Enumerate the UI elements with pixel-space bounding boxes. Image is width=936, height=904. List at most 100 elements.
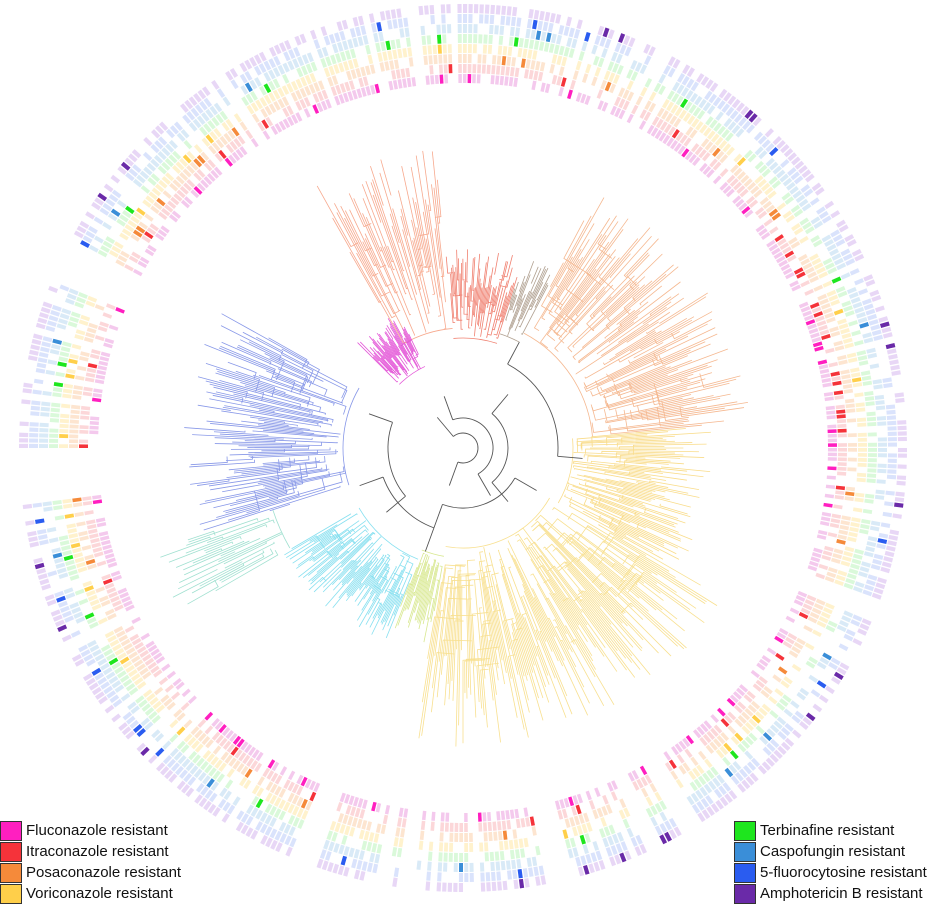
ring-cell-caspofungin [420, 25, 426, 36]
ring-cell-amphotericin-b [46, 599, 57, 607]
ring-cell-amphotericin-b [607, 29, 615, 40]
ring-cell-caspofungin [54, 557, 64, 564]
ring-cell-posaconazole [69, 429, 79, 434]
ring-cell-posaconazole [459, 832, 463, 842]
ring-cell-fluconazole [360, 87, 367, 97]
tree-branch [611, 341, 706, 383]
tree-branch [384, 587, 401, 622]
backbone-arc [382, 476, 435, 529]
tree-branch [476, 662, 499, 703]
tree-branch [499, 261, 509, 281]
tree-branch [184, 427, 246, 433]
tree-branch [478, 570, 501, 743]
ring-cell-posaconazole [70, 414, 80, 419]
ring-cell-terbinafine [188, 750, 198, 761]
tree-branch [421, 567, 454, 736]
tree-branch [192, 434, 284, 440]
ring-cell-5-fluorocytosine [132, 724, 143, 733]
ring-cell-fluconazole [825, 484, 836, 490]
ring-cell-itraconazole [837, 452, 847, 457]
ring-cell-amphotericin-b [19, 432, 29, 438]
ring-cell-voriconazole [726, 146, 735, 156]
ring-cell-terbinafine [852, 553, 863, 560]
ring-cell-fluconazole [316, 102, 324, 113]
ring-cell-posaconazole [564, 818, 571, 829]
ring-cell-amphotericin-b [833, 671, 844, 680]
tree-branch [214, 437, 338, 444]
ring-cell-caspofungin [858, 571, 868, 578]
ring-cell-5-fluorocytosine [843, 633, 854, 642]
ring-cell-5-fluorocytosine [50, 310, 61, 317]
ring-cell-caspofungin [39, 438, 49, 443]
ring-cell-posaconazole [573, 815, 581, 826]
ring-cell-posaconazole [824, 576, 835, 583]
ring-cell-5-fluorocytosine [729, 110, 739, 120]
ring-cell-posaconazole [117, 254, 128, 263]
tree-branch [560, 533, 678, 620]
ring-cell-caspofungin [875, 405, 886, 411]
tree-branch [591, 395, 714, 421]
ring-cell-itraconazole [136, 645, 147, 654]
tree-branch [204, 471, 330, 502]
ring-cell-voriconazole [282, 801, 291, 812]
ring-cell-itraconazole [283, 779, 291, 790]
ring-cell-caspofungin [173, 751, 183, 761]
tree-branch [478, 560, 495, 663]
ring-cell-caspofungin [189, 765, 199, 775]
ring-cell-5-fluorocytosine [845, 258, 856, 266]
ring-cell-voriconazole [358, 829, 365, 840]
ring-cell-5-fluorocytosine [876, 543, 886, 550]
ring-cell-fluconazole [738, 202, 748, 211]
ring-cell-fluconazole [210, 169, 220, 179]
tree-branch [573, 468, 656, 484]
ring-cell-terbinafine [697, 775, 707, 786]
ring-cell-caspofungin [877, 421, 887, 426]
ring-cell-voriconazole [338, 62, 345, 73]
ring-cell-itraconazole [793, 267, 804, 275]
ring-cell-posaconazole [400, 828, 406, 838]
ring-cell-caspofungin [51, 547, 62, 554]
ring-cell-voriconazole [136, 207, 146, 216]
ring-cell-amphotericin-b [502, 880, 508, 891]
ring-cell-itraconazole [197, 718, 207, 728]
ring-cell-terbinafine [841, 300, 852, 308]
ring-cell-fluconazole [92, 499, 103, 505]
ring-cell-itraconazole [796, 271, 806, 279]
ring-cell-caspofungin [246, 804, 254, 815]
ring-cell-voriconazole [654, 791, 663, 802]
ring-cell-5-fluorocytosine [742, 120, 752, 131]
ring-cell-terbinafine [128, 687, 139, 696]
ring-cell-terbinafine [709, 119, 718, 129]
ring-cell-caspofungin [582, 844, 589, 855]
ring-cell-caspofungin [776, 169, 786, 179]
ring-cell-fluconazole [736, 687, 746, 697]
ring-cell-posaconazole [809, 275, 819, 283]
ring-cell-5-fluorocytosine [585, 853, 592, 864]
ring-cell-voriconazole [840, 560, 851, 567]
ring-cell-amphotericin-b [136, 742, 146, 752]
ring-cell-5-fluorocytosine [722, 782, 732, 792]
clade-arc [453, 337, 498, 344]
ring-cell-amphotericin-b [879, 321, 890, 328]
ring-cell-posaconazole [604, 81, 612, 92]
ring-cell-voriconazole [648, 91, 657, 102]
ring-cell-caspofungin [707, 780, 717, 791]
ring-cell-caspofungin [511, 859, 517, 870]
ring-cell-caspofungin [876, 416, 887, 421]
ring-cell-caspofungin [362, 35, 369, 45]
tree-branch [238, 344, 309, 391]
ring-cell-voriconazole [695, 121, 704, 131]
ring-cell-terbinafine [141, 703, 151, 712]
ring-cell-5-fluorocytosine [887, 431, 897, 436]
tree-branch [478, 283, 482, 300]
tree-branch [219, 554, 265, 582]
tree-branch [487, 585, 506, 685]
tree-branch [187, 579, 219, 605]
ring-cell-caspofungin [244, 82, 253, 93]
ring-cell-fluconazole [464, 812, 468, 822]
tree-branch [522, 595, 573, 715]
ring-cell-fluconazole [819, 368, 830, 374]
ring-cell-fluconazole [287, 770, 296, 781]
tree-branch [296, 556, 315, 569]
tree-branch [341, 532, 376, 565]
